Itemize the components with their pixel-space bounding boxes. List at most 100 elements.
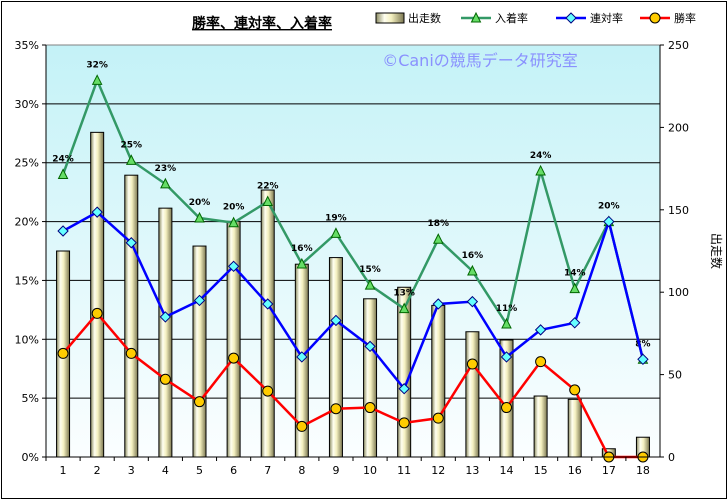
point-marker — [432, 412, 444, 424]
data-label: 19% — [325, 213, 347, 223]
legend-label: 出走数 — [408, 11, 441, 25]
point-marker — [603, 215, 615, 228]
x-axis-tick-label: 4 — [162, 464, 169, 477]
bar — [192, 245, 207, 458]
data-label: 20% — [189, 198, 211, 208]
left-axis-tick-label: 25% — [15, 157, 39, 170]
x-axis-tick-label: 7 — [264, 464, 271, 477]
left-axis-tick-label: 0% — [22, 451, 39, 464]
point-marker — [262, 298, 274, 310]
x-axis-tick-label: 8 — [298, 464, 305, 477]
point-marker — [91, 74, 103, 85]
series-line — [62, 311, 643, 459]
data-label: 24% — [52, 154, 74, 164]
point-marker — [466, 295, 479, 308]
point-marker — [637, 353, 649, 366]
x-axis-tick-label: 15 — [534, 464, 548, 477]
right-axis-tick-label: 150 — [668, 204, 689, 217]
point-marker — [535, 164, 546, 176]
point-marker — [534, 324, 547, 336]
point-marker — [228, 216, 239, 228]
x-axis-tick-label: 3 — [128, 464, 135, 477]
x-axis-tick-label: 16 — [568, 464, 582, 477]
x-axis-tick-label: 13 — [465, 464, 479, 477]
point-marker — [296, 351, 308, 363]
legend: 出走数 入着率 連対率 勝率 — [375, 11, 696, 25]
data-label: 16% — [291, 244, 313, 254]
plot-area — [45, 44, 661, 458]
point-marker — [398, 302, 410, 314]
watermark: ©Caniの競馬データ研究室 — [382, 51, 578, 70]
point-marker — [160, 177, 171, 189]
point-marker — [398, 383, 410, 395]
point-marker — [159, 373, 171, 385]
data-label: 20% — [598, 202, 620, 212]
data-label: 8% — [635, 339, 650, 349]
point-marker — [432, 298, 444, 310]
data-label: 14% — [564, 269, 586, 279]
point-marker — [125, 237, 137, 249]
point-marker — [330, 314, 342, 327]
point-marker — [364, 279, 376, 290]
bar — [328, 257, 343, 458]
point-marker — [500, 351, 513, 363]
left-axis: 0% 5% 10% 15% 20% 25% 30% 35% — [15, 39, 47, 464]
x-axis-tick-label: 11 — [397, 464, 411, 477]
legend-label: 連対率 — [590, 11, 623, 25]
x-axis-tick-label: 1 — [60, 464, 67, 477]
left-axis-tick-label: 5% — [22, 392, 39, 405]
data-label: 13% — [393, 289, 415, 299]
point-marker — [228, 352, 240, 364]
x-axis-tick-label: 17 — [602, 464, 616, 477]
point-marker — [364, 402, 376, 414]
series-circle — [57, 307, 649, 463]
x-axis-tick-label: 5 — [196, 464, 203, 477]
x-axis-tick-label: 2 — [94, 464, 101, 477]
point-marker — [466, 358, 478, 370]
point-marker — [501, 402, 512, 414]
data-label: 11% — [496, 304, 518, 314]
right-axis-tick-label: 50 — [668, 369, 682, 382]
data-label: 16% — [462, 251, 484, 261]
x-axis-tick-label: 10 — [363, 464, 377, 477]
point-marker — [364, 340, 376, 353]
data-label: 15% — [359, 265, 381, 275]
x-axis-tick-label: 9 — [332, 464, 339, 477]
x-axis: 1 2 3 4 5 6 7 8 9 10 11 12 13 14 15 16 17 18 — [45, 456, 660, 477]
point-marker — [159, 311, 172, 323]
bar — [465, 331, 480, 458]
bar — [158, 207, 173, 458]
right-axis-tick-label: 100 — [668, 286, 689, 299]
right-axis: 0 50 100 150 200 250 — [659, 39, 689, 464]
bar — [260, 189, 275, 458]
point-marker — [569, 317, 581, 329]
point-marker — [398, 417, 410, 429]
series-line — [62, 210, 645, 392]
point-marker — [467, 264, 478, 276]
point-marker — [125, 154, 137, 165]
x-axis-tick-label: 18 — [636, 464, 650, 477]
point-marker — [432, 233, 444, 244]
data-label: 24% — [530, 151, 552, 161]
point-marker — [194, 396, 205, 408]
left-axis-tick-label: 30% — [15, 98, 39, 111]
left-axis-tick-label: 20% — [15, 216, 39, 229]
point-marker — [262, 385, 274, 397]
data-label: 32% — [86, 60, 108, 70]
point-marker — [91, 206, 103, 218]
grid-lines — [46, 103, 660, 399]
point-marker — [330, 403, 342, 415]
chart-title: 勝率、連対率、入着率 — [192, 15, 332, 32]
x-axis-tick-label: 12 — [431, 464, 445, 477]
legend-label: 入着率 — [495, 11, 528, 25]
point-marker — [262, 195, 274, 207]
point-marker — [649, 12, 661, 24]
left-axis-tick-label: 35% — [15, 39, 39, 52]
x-axis-tick-label: 6 — [230, 464, 237, 477]
point-marker — [193, 294, 206, 307]
legend-swatch — [375, 12, 405, 24]
right-axis-tick-label: 250 — [668, 39, 689, 52]
point-marker — [296, 420, 308, 432]
data-label: 20% — [223, 203, 245, 213]
